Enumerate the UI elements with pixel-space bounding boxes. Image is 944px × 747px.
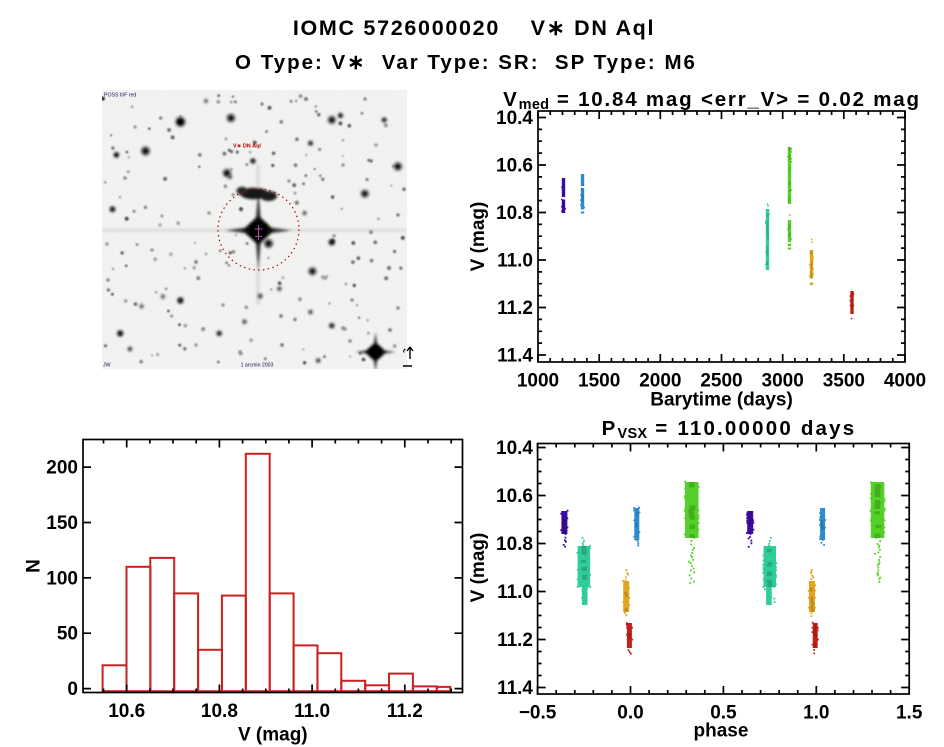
svg-text:PVSX = 110.00000 days: PVSX = 110.00000 days (602, 417, 857, 442)
svg-text:V (mag): V (mag) (468, 202, 489, 272)
svg-text:10.8: 10.8 (201, 701, 238, 722)
svg-text:3500: 3500 (823, 371, 865, 392)
svg-text:phase: phase (694, 721, 749, 742)
svg-text:−0.5: −0.5 (519, 703, 557, 724)
svg-text:1500: 1500 (578, 371, 620, 392)
svg-text:POSS II/F red: POSS II/F red (104, 93, 136, 99)
svg-text:11.2: 11.2 (497, 298, 533, 319)
svg-text:10.8: 10.8 (496, 203, 533, 224)
svg-text:1.0: 1.0 (803, 703, 829, 724)
svg-text:11.4: 11.4 (497, 678, 533, 699)
svg-text:100: 100 (46, 568, 78, 589)
svg-text:IOMC 5726000020 V∗ DN Aql: IOMC 5726000020 V∗ DN Aql (293, 16, 655, 40)
svg-text:10.6: 10.6 (108, 701, 145, 722)
svg-text:0.5: 0.5 (710, 703, 737, 724)
svg-text:11.2: 11.2 (497, 630, 533, 651)
svg-text:JW: JW (103, 363, 111, 369)
svg-text:11.0: 11.0 (294, 701, 330, 722)
svg-text:11.2: 11.2 (387, 701, 423, 722)
svg-text:200: 200 (46, 458, 78, 479)
svg-text:1 arcmin 2003: 1 arcmin 2003 (241, 363, 274, 369)
svg-text:11.4: 11.4 (497, 346, 533, 367)
svg-text:10.6: 10.6 (496, 486, 533, 507)
svg-text:O Type: V∗ Var Type: SR: SP: O Type: V∗ Var Type: SR: SP Type: M6 (235, 51, 697, 74)
svg-text:150: 150 (46, 513, 78, 534)
svg-text:11.0: 11.0 (497, 251, 533, 272)
svg-text:11.0: 11.0 (497, 582, 533, 603)
svg-text:1000: 1000 (517, 371, 559, 392)
svg-text:1.5: 1.5 (896, 703, 923, 724)
svg-text:0: 0 (67, 679, 78, 700)
svg-text:2000: 2000 (639, 371, 681, 392)
svg-text:2500: 2500 (700, 371, 742, 392)
svg-text:10.6: 10.6 (496, 156, 533, 177)
svg-text:10.4: 10.4 (496, 438, 533, 459)
svg-text:Barytime (days): Barytime (days) (650, 390, 793, 411)
svg-text:50: 50 (57, 624, 78, 645)
svg-text:10.4: 10.4 (496, 108, 533, 129)
svg-text:3000: 3000 (762, 371, 804, 392)
svg-text:Vmed = 10.84 mag <err_V> = 0.0: Vmed = 10.84 mag <err_V> = 0.02 mag (503, 88, 921, 113)
svg-text:N: N (24, 559, 45, 573)
svg-text:10.8: 10.8 (496, 534, 533, 555)
svg-text:0.0: 0.0 (617, 703, 643, 724)
svg-text:4000: 4000 (884, 371, 926, 392)
svg-text:V (mag): V (mag) (238, 725, 308, 746)
svg-text:V (mag): V (mag) (468, 533, 489, 603)
svg-text:V∗ DN Aql: V∗ DN Aql (233, 144, 261, 150)
